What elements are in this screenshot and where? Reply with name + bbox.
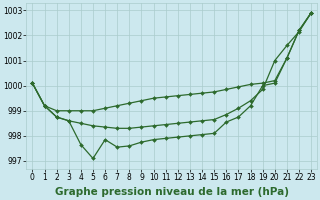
X-axis label: Graphe pression niveau de la mer (hPa): Graphe pression niveau de la mer (hPa)	[55, 187, 289, 197]
